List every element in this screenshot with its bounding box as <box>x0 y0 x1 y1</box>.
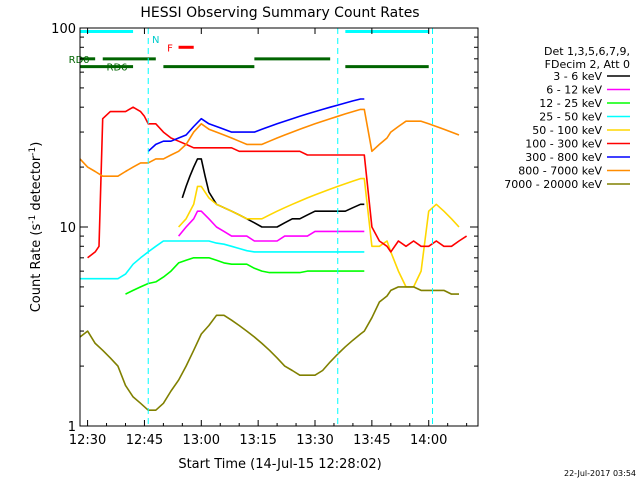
y-ticks: 1 10 100 <box>51 22 478 435</box>
y-axis-label-exp2: -1 <box>28 147 38 156</box>
y-axis-label: Count Rate (s-1 detector-1) <box>28 142 44 313</box>
legend-label-1: 6 - 12 keV <box>546 84 602 97</box>
series-line-3 <box>80 240 365 280</box>
plot-frame <box>79 27 479 427</box>
legend-header-line-1: Det 1,3,5,6,7,9, <box>544 45 630 58</box>
y-tick-label-0: 1 <box>68 420 76 435</box>
x-tick-label-1: 12:45 <box>126 433 163 448</box>
legend-header-line-2: FDecim 2, Att 0 <box>545 58 630 71</box>
annotation-2: RD0 <box>69 55 90 66</box>
x-tick-label-3: 13:15 <box>239 433 276 448</box>
x-tick-label-5: 13:45 <box>353 433 390 448</box>
series-line-2 <box>125 257 365 295</box>
y-tick-label-1: 10 <box>59 221 76 236</box>
legend-label-7: 800 - 7000 keV <box>518 165 602 178</box>
legend: Det 1,3,5,6,7,9, FDecim 2, Att 0 3 - 6 k… <box>504 45 630 191</box>
series-line-0 <box>181 158 365 228</box>
annotation-1: F <box>167 43 173 54</box>
series-line-5 <box>87 106 468 259</box>
series-line-6 <box>147 98 365 152</box>
y-tick-label-2: 100 <box>51 22 76 37</box>
y-axis-label-main: Count Rate (s <box>29 224 44 313</box>
y-axis-label-exp: -1 <box>28 215 38 224</box>
y-axis-label-tail: detector <box>29 155 44 215</box>
x-ticks: 12:30 12:45 13:00 13:15 13:30 13:45 14:00 <box>69 28 468 448</box>
legend-label-5: 100 - 300 keV <box>525 138 602 151</box>
legend-label-6: 300 - 800 keV <box>525 151 602 164</box>
x-tick-label-4: 13:30 <box>296 433 333 448</box>
legend-label-2: 12 - 25 keV <box>539 97 602 110</box>
annotation-3: RD6 <box>107 63 128 74</box>
chart-title: HESSI Observing Summary Count Rates <box>140 5 419 21</box>
annotation-0: N <box>152 35 159 46</box>
x-tick-label-0: 12:30 <box>69 433 106 448</box>
series-group <box>79 98 468 411</box>
x-axis-label: Start Time (14-Jul-15 12:28:02) <box>178 457 381 472</box>
x-tick-label-2: 13:00 <box>183 433 220 448</box>
legend-label-8: 7000 - 20000 keV <box>504 178 602 191</box>
series-line-8 <box>79 286 459 411</box>
legend-label-4: 50 - 100 keV <box>532 124 602 137</box>
series-line-7 <box>79 108 460 177</box>
x-tick-label-6: 14:00 <box>410 433 447 448</box>
generated-date: 22-Jul-2017 03:54 <box>564 469 636 478</box>
annotations-group: NF RD0 RD6 <box>69 28 434 426</box>
legend-label-3: 25 - 50 keV <box>539 111 602 124</box>
y-axis-label-close: ) <box>29 142 44 147</box>
series-line-1 <box>177 210 365 242</box>
legend-label-0: 3 - 6 keV <box>553 70 602 83</box>
